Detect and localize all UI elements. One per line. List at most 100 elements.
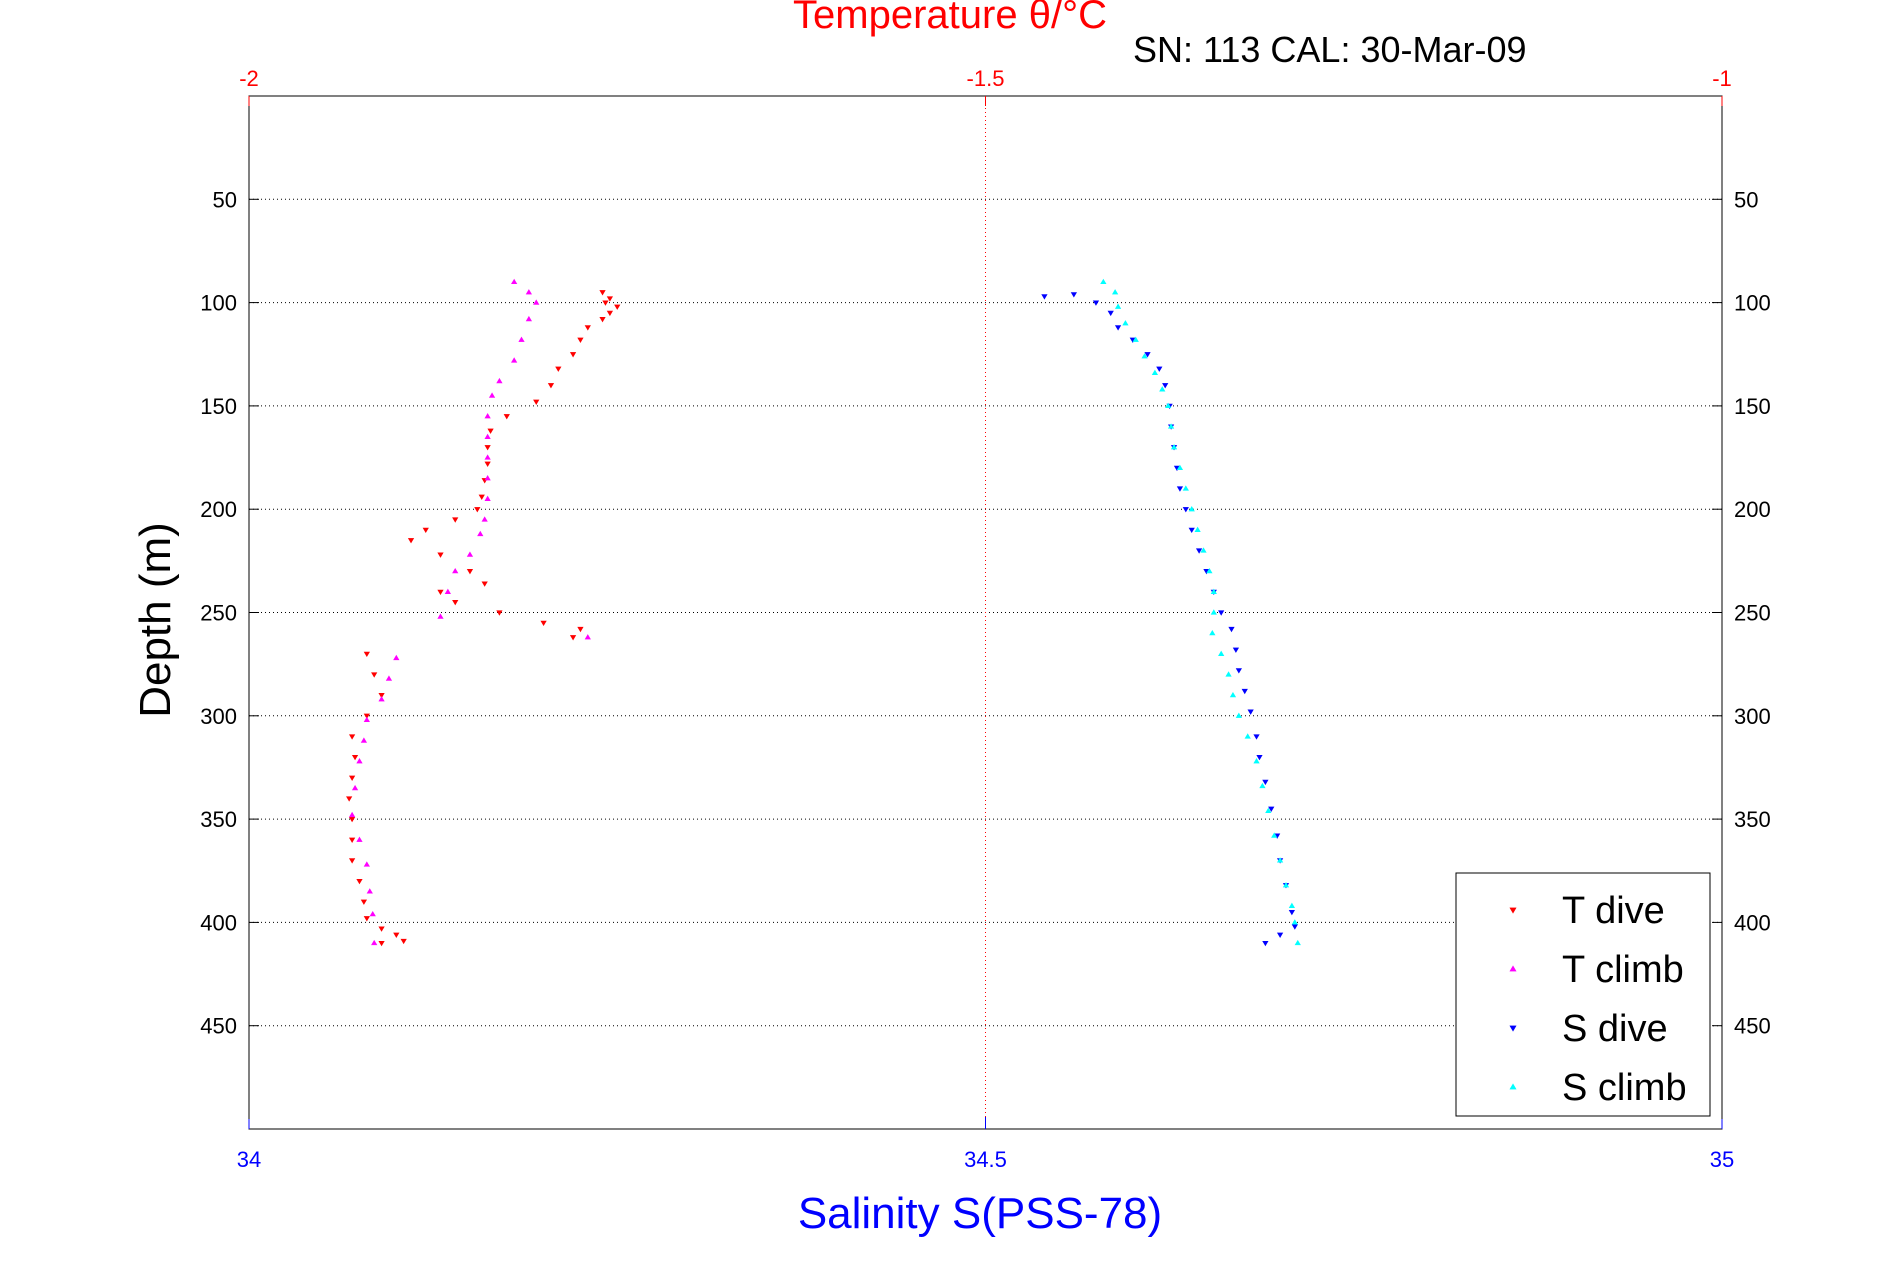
data-point (348, 837, 356, 843)
data-point (1210, 609, 1217, 615)
data-point (452, 600, 459, 606)
y-tick-label-left: 150 (200, 394, 237, 419)
data-point (356, 836, 363, 842)
data-point (346, 796, 353, 802)
y-tick-label-left: 450 (200, 1014, 237, 1039)
data-point (1268, 806, 1275, 812)
y-tick-label-left: 50 (213, 187, 237, 212)
data-point (363, 916, 370, 922)
data-point (1282, 882, 1290, 888)
data-point (351, 754, 359, 761)
data-point (1176, 464, 1184, 471)
legend-marker (1509, 1083, 1517, 1090)
data-point (371, 939, 378, 946)
data-point (484, 433, 491, 440)
data-point (555, 366, 562, 372)
data-point (466, 551, 474, 557)
data-point (378, 926, 385, 932)
data-point (385, 675, 393, 681)
data-point (1253, 758, 1260, 764)
data-point (533, 299, 540, 305)
data-point (525, 289, 532, 295)
data-point (366, 888, 373, 894)
data-point (1262, 940, 1269, 947)
data-point (511, 278, 518, 285)
data-point (478, 494, 485, 500)
legend-label: S dive (1562, 1008, 1668, 1050)
x-top-tick-label: -1 (1712, 66, 1732, 91)
data-point (606, 310, 614, 317)
data-point (606, 296, 614, 302)
data-point (525, 315, 532, 322)
data-point (1262, 779, 1269, 786)
data-point (584, 325, 591, 331)
data-point (602, 300, 609, 306)
x-top-tick-label: -2 (239, 66, 259, 91)
data-point (437, 589, 444, 596)
y-tick-label-left: 300 (200, 704, 237, 729)
data-point (360, 737, 368, 743)
y-tick-label-right: 100 (1734, 291, 1771, 316)
y-tick-label-right: 350 (1734, 807, 1771, 832)
data-point (1218, 610, 1225, 616)
x-top-tick-label: -1.5 (967, 66, 1005, 91)
data-point (614, 304, 621, 310)
data-point (1188, 527, 1195, 534)
chart-subtitle: SN: 113 CAL: 30-Mar-09 (1133, 29, 1527, 70)
data-point (1151, 369, 1159, 375)
data-point (1176, 486, 1184, 492)
data-point (348, 734, 356, 740)
data-point (533, 399, 540, 405)
axis-ticks: 50 50 100 100 150 150 200 200 250 250 300 300 350 350… (200, 66, 1770, 1172)
data-point (1235, 712, 1242, 718)
data-point (1271, 832, 1278, 838)
data-point (1256, 754, 1263, 761)
data-point (599, 317, 606, 323)
data-point (1209, 629, 1216, 636)
y-tick-label-left: 100 (200, 291, 237, 316)
data-point (484, 454, 491, 460)
legend-label: T dive (1562, 890, 1665, 932)
data-point (356, 878, 363, 885)
data-point (1122, 320, 1129, 326)
data-point (584, 634, 591, 640)
data-point (1182, 485, 1189, 491)
data-point (393, 932, 400, 938)
grid-lines (249, 96, 1722, 1129)
data-point (1229, 691, 1237, 698)
data-point (1141, 353, 1148, 359)
data-point (1144, 352, 1151, 358)
data-point (444, 588, 451, 594)
data-point (484, 461, 491, 467)
x-bottom-tick-label: 34.5 (964, 1147, 1007, 1172)
data-point (351, 784, 359, 791)
data-point (540, 620, 547, 627)
data-point (1070, 292, 1078, 298)
data-point (511, 357, 518, 363)
legend-box (1455, 872, 1711, 1117)
data-points (346, 278, 1301, 947)
data-point (1114, 325, 1122, 331)
data-point (484, 475, 491, 481)
data-point (437, 613, 444, 619)
data-point (496, 377, 503, 384)
y-tick-label-right: 150 (1734, 394, 1771, 419)
series-s-climb (1100, 278, 1301, 946)
data-point (1092, 300, 1100, 306)
data-point (1247, 709, 1254, 715)
data-point (393, 654, 400, 661)
y-tick-label-left: 350 (200, 807, 237, 832)
data-point (363, 651, 370, 658)
data-point (1195, 548, 1203, 554)
data-point (488, 392, 496, 398)
data-point (1276, 932, 1284, 938)
y-axis-label: Depth (m) (131, 522, 180, 718)
data-point (371, 672, 378, 678)
x-bottom-tick-label: 35 (1710, 1147, 1734, 1172)
data-point (369, 910, 376, 917)
data-point (1167, 423, 1175, 429)
legend-marker (1509, 965, 1517, 972)
data-point (1188, 506, 1195, 512)
data-point (1259, 782, 1266, 789)
data-point (452, 517, 459, 523)
